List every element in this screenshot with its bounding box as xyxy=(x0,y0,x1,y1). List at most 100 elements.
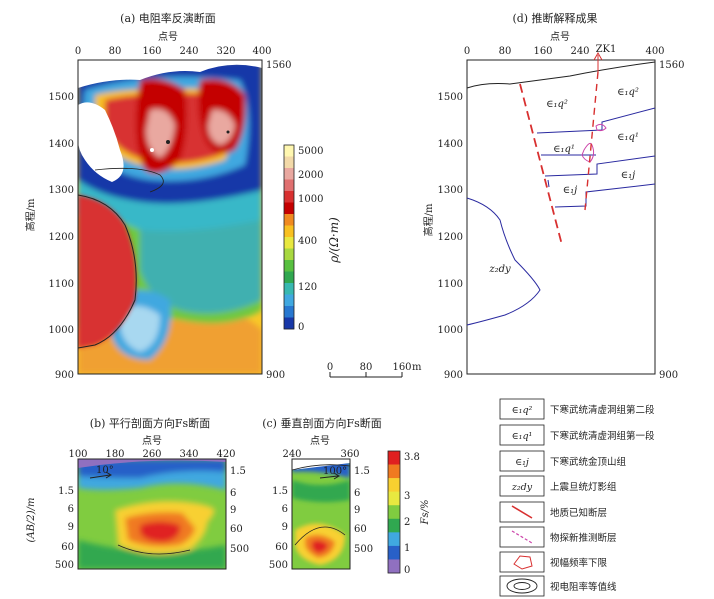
panel-b-y-tick-right: 6 xyxy=(230,488,236,499)
panel-b: (b) 平行剖面方向Fs断面 点号 100 180 260 340 420 10… xyxy=(26,416,249,571)
panel-a-y-tick: 1100 xyxy=(49,279,74,290)
panel-b-x-tick: 420 xyxy=(216,449,235,460)
panel-c-x-axis-label: 点号 xyxy=(310,435,330,447)
fs-colorbar-tick: 0 xyxy=(404,565,410,576)
scale-unit: m xyxy=(412,362,422,373)
fs-colorbar-tick: 2 xyxy=(404,517,410,528)
legend: ∈₁q² 下寒武统清虚洞组第二段 ∈₁q¹ 下寒武统清虚洞组第一段 ∈₁j 下寒… xyxy=(499,398,655,597)
resistivity-section xyxy=(78,60,262,374)
panel-b-y-tick-left: 500 xyxy=(55,560,74,571)
colorbar-swatch xyxy=(388,518,400,533)
panel-d-x-tick: 160 xyxy=(533,46,552,57)
scale-tick: 80 xyxy=(360,362,373,373)
well-label: ZK1 xyxy=(596,44,617,55)
fs-colorbar-tick: 3 xyxy=(404,491,410,502)
fs-colorbar-tick: 1 xyxy=(404,543,410,554)
unit-label: ∈₁q¹ xyxy=(553,144,575,155)
panel-c-y-tick-right: 6 xyxy=(354,488,360,499)
fs-section-parallel xyxy=(78,459,226,569)
panel-d-y-tick: 1500 xyxy=(438,92,463,103)
panel-d-y-tick: 1200 xyxy=(438,232,463,243)
panel-b-x-tick: 260 xyxy=(142,449,161,460)
colorbar-tick: 5000 xyxy=(298,146,323,157)
colorbar-swatch xyxy=(284,237,294,249)
panel-d-y-tick: 900 xyxy=(444,370,463,381)
legend-text: 上震旦统灯影组 xyxy=(550,481,617,493)
panel-a-x-tick: 240 xyxy=(179,46,198,57)
colorbar-swatch xyxy=(284,248,294,261)
panel-a-x-axis-label: 点号 xyxy=(158,31,178,43)
panel-a-frame xyxy=(77,59,263,375)
panel-d-y-tick: 1400 xyxy=(438,139,463,150)
panel-a-right-bottom-label: 900 xyxy=(266,370,285,381)
colorbar-tick: 1000 xyxy=(298,194,323,205)
colorbar-swatch xyxy=(284,214,294,226)
panel-d-x-axis-label: 点号 xyxy=(550,31,570,43)
panel-b-y-tick-left: 6 xyxy=(68,504,74,515)
panel-a-y-tick: 1300 xyxy=(49,185,74,196)
panel-c-y-tick-right: 9 xyxy=(354,505,360,516)
colorbar-tick: 0 xyxy=(298,322,304,333)
legend-text: 下寒武统清虚洞组第一段 xyxy=(550,430,655,442)
panel-b-y-tick-right: 9 xyxy=(230,505,236,516)
panel-d-x-tick: 80 xyxy=(499,46,512,57)
legend-symbol: ∈₁q² xyxy=(512,405,533,416)
panel-c-y-tick-right: 500 xyxy=(354,544,373,555)
legend-text: 下寒武统清虚洞组第二段 xyxy=(550,404,655,416)
panel-d-right-top-label: 1560 xyxy=(659,60,684,71)
colorbar-swatch xyxy=(388,505,400,520)
fs-colorbar-swatches xyxy=(388,451,400,574)
panel-c-y-tick-right: 1.5 xyxy=(354,466,370,477)
panel-a-y-tick: 900 xyxy=(55,370,74,381)
unit-label: ∈₁j xyxy=(621,170,636,181)
panel-c-y-tick-left: 1.5 xyxy=(272,486,288,497)
colorbar-swatch xyxy=(284,225,294,238)
panel-c-dip-label: 100° xyxy=(323,466,347,477)
panel-a-y-tick: 1400 xyxy=(49,139,74,150)
fs-colorbar-tick: 3.8 xyxy=(404,452,420,463)
panel-c: (c) 垂直剖面方向Fs断面 点号 240 360 100° 1.5 6 9 6… xyxy=(262,416,382,571)
fs-colorbar: 3.8 3 2 1 0 Fs/% xyxy=(387,450,431,576)
colorbar-swatch xyxy=(388,532,400,547)
colorbar-swatch xyxy=(284,271,294,284)
colorbar-swatch xyxy=(284,191,294,203)
fs-colorbar-label: Fs/% xyxy=(420,500,431,526)
panel-b-y-tick-right: 60 xyxy=(230,524,243,535)
colorbar-swatch xyxy=(284,145,294,157)
panel-c-title: (c) 垂直剖面方向Fs断面 xyxy=(262,416,382,430)
colorbar-swatch xyxy=(284,260,294,272)
panel-a-x-tick: 160 xyxy=(142,46,161,57)
panel-a-right-top-label: 1560 xyxy=(266,60,291,71)
colorbar-label: ρ/(Ω·m) xyxy=(327,217,341,264)
panel-a: (a) 电阻率反演断面 点号 0 80 160 240 320 400 xyxy=(24,11,291,381)
panel-d-title: (d) 推断解释成果 xyxy=(512,11,597,25)
panel-b-y-tick-left: 9 xyxy=(68,522,74,533)
panel-c-y-tick-right: 60 xyxy=(354,524,367,535)
colorbar-swatch xyxy=(388,464,400,479)
legend-polygon-icon xyxy=(499,551,545,573)
resistivity-colorbar: 5000 2000 1000 400 120 0 ρ/(Ω·m) xyxy=(283,144,341,333)
panel-a-title: (a) 电阻率反演断面 xyxy=(120,11,216,25)
panel-b-y-axis-label: (AB/2)/m xyxy=(26,498,37,543)
colorbar-tick: 120 xyxy=(298,282,317,293)
panel-b-dip-label: 10° xyxy=(96,465,114,476)
legend-symbol: ∈₁q¹ xyxy=(512,431,533,442)
panel-d-right-bottom-label: 900 xyxy=(659,370,678,381)
colorbar-swatch xyxy=(284,168,294,180)
legend-symbol: z₂dy xyxy=(511,482,533,493)
fs-section-perpendicular xyxy=(292,459,350,569)
panel-a-y-axis-label: 高程/m xyxy=(24,198,37,231)
panel-b-y-tick-right: 1.5 xyxy=(230,466,246,477)
panel-c-x-tick: 360 xyxy=(340,449,359,460)
colorbar-swatch xyxy=(284,306,294,318)
colorbar-swatch xyxy=(284,179,294,192)
panel-a-y-tick: 1500 xyxy=(49,92,74,103)
colorbar-swatch xyxy=(388,451,400,465)
panel-b-y-tick-left: 1.5 xyxy=(58,486,74,497)
unit-label: ∈₁q¹ xyxy=(617,132,639,143)
colorbar-swatch xyxy=(388,545,400,560)
legend-text: 物探新推测断层 xyxy=(550,532,617,544)
colorbar-swatch xyxy=(388,559,400,574)
panel-b-x-tick: 340 xyxy=(179,449,198,460)
